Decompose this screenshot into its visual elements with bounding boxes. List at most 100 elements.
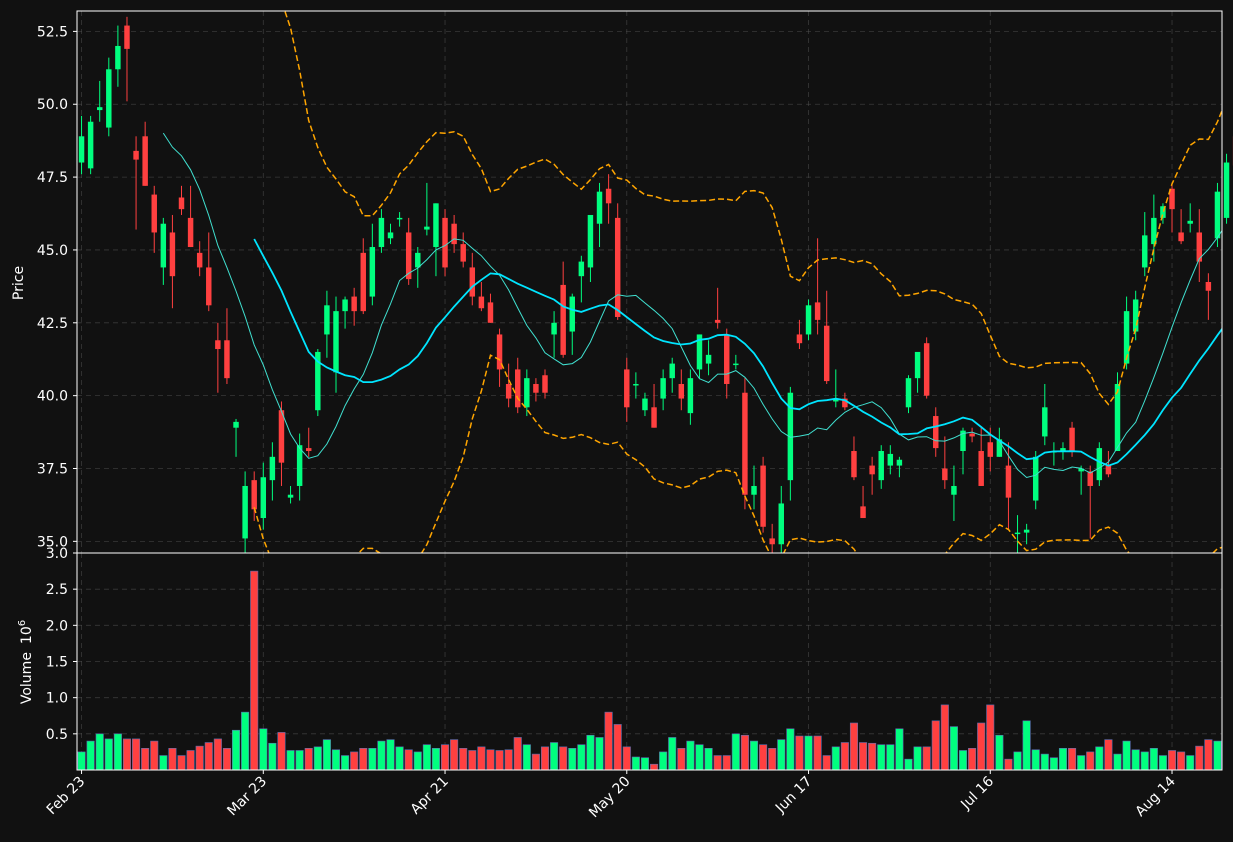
volume-bar bbox=[404, 749, 413, 771]
candle-body bbox=[733, 363, 739, 366]
candle-body bbox=[260, 477, 267, 519]
volume-bar bbox=[940, 704, 949, 771]
candle-body bbox=[760, 465, 766, 527]
candle-body bbox=[442, 217, 448, 268]
volume-bar bbox=[132, 738, 141, 771]
candle-body bbox=[287, 494, 294, 498]
candle-body bbox=[278, 410, 285, 463]
volume-bar bbox=[168, 747, 177, 771]
volume-bar bbox=[1104, 739, 1113, 771]
candle-body bbox=[578, 261, 585, 277]
volume-bar bbox=[531, 753, 540, 771]
volume-bar bbox=[122, 738, 132, 771]
candle-body bbox=[996, 439, 1003, 457]
lower-band-line bbox=[253, 354, 1222, 553]
volume-bar bbox=[922, 746, 931, 771]
candle-body bbox=[1169, 188, 1175, 210]
volume-bar bbox=[540, 746, 550, 771]
candle-body bbox=[742, 392, 748, 495]
volume-bar bbox=[522, 744, 531, 771]
overlay-lines bbox=[162, 11, 1222, 553]
volume-bar bbox=[431, 747, 440, 771]
volume-bar bbox=[1113, 753, 1122, 771]
volume-y-tick-label: 0.5 bbox=[46, 727, 68, 743]
candle-body bbox=[951, 485, 957, 495]
candle-body bbox=[805, 305, 812, 335]
volume-bar bbox=[459, 747, 468, 771]
candle-body bbox=[1196, 232, 1203, 262]
candle-body bbox=[242, 485, 248, 539]
candle-body bbox=[333, 311, 339, 373]
volume-bars bbox=[77, 570, 1222, 771]
candle-body bbox=[869, 465, 875, 475]
volume-bar bbox=[286, 750, 295, 771]
candle-body bbox=[96, 107, 103, 111]
candle-body bbox=[905, 378, 912, 408]
ma-fast-line bbox=[162, 132, 1222, 479]
volume-bar bbox=[1095, 746, 1104, 771]
volume-bar bbox=[477, 746, 486, 771]
candle-body bbox=[1142, 235, 1148, 268]
candle-body bbox=[833, 398, 839, 402]
volume-bar bbox=[422, 744, 431, 771]
volume-y-tick-label: 1.0 bbox=[46, 691, 68, 707]
volume-bar bbox=[386, 739, 395, 771]
candle-body bbox=[424, 226, 430, 230]
volume-bar bbox=[995, 734, 1004, 771]
candle-body bbox=[1096, 448, 1103, 481]
volume-bar bbox=[931, 720, 940, 771]
candle-body bbox=[151, 194, 157, 233]
candle-body bbox=[1160, 206, 1166, 218]
volume-bar bbox=[749, 740, 759, 771]
volume-axis-label: Volume 106 bbox=[17, 620, 35, 704]
candle-body bbox=[115, 45, 121, 70]
candle-body bbox=[369, 247, 376, 297]
candle-body bbox=[206, 267, 212, 306]
volume-bar bbox=[241, 711, 250, 771]
candle-body bbox=[605, 188, 612, 204]
volume-y-tick-label: 2.5 bbox=[46, 582, 68, 598]
candle-body bbox=[215, 340, 221, 350]
candle-body bbox=[1078, 468, 1084, 472]
candle-body bbox=[324, 305, 330, 335]
candle-body bbox=[396, 217, 403, 220]
volume-bar bbox=[759, 744, 768, 771]
volume-bar bbox=[977, 722, 986, 771]
candle-body bbox=[687, 378, 694, 414]
volume-bar bbox=[949, 726, 958, 771]
volume-bar bbox=[677, 747, 686, 771]
candle-body bbox=[78, 136, 85, 163]
price-y-tick-label: 35.0 bbox=[37, 534, 68, 550]
volume-bar bbox=[322, 739, 331, 771]
candle-body bbox=[705, 354, 712, 364]
candle-body bbox=[642, 398, 648, 411]
volume-bar bbox=[577, 744, 586, 771]
candle-body bbox=[714, 319, 721, 323]
candle-body bbox=[1032, 456, 1039, 501]
volume-bar bbox=[659, 751, 668, 771]
candle-body bbox=[524, 378, 530, 408]
volume-bar bbox=[150, 740, 159, 771]
candle-body bbox=[1069, 427, 1075, 452]
volume-bar bbox=[695, 744, 704, 771]
candle-body bbox=[851, 451, 857, 478]
volume-bar bbox=[295, 750, 304, 771]
volume-bar bbox=[550, 742, 559, 771]
volume-bar bbox=[468, 750, 477, 771]
candle-body bbox=[1014, 532, 1021, 535]
price-axis-label: Price bbox=[11, 266, 27, 300]
volume-bar bbox=[686, 740, 695, 771]
volume-bar bbox=[631, 756, 640, 771]
volume-bar bbox=[831, 746, 840, 771]
price-y-tick-label: 42.5 bbox=[37, 316, 68, 332]
volume-bar bbox=[886, 744, 895, 771]
volume-bar bbox=[368, 747, 377, 771]
candle-body bbox=[696, 334, 703, 370]
volume-bar bbox=[95, 733, 104, 771]
candle-body bbox=[569, 296, 575, 332]
volume-bar bbox=[268, 742, 277, 771]
volume-bar bbox=[650, 763, 659, 771]
volume-bar bbox=[495, 750, 504, 771]
candle-body bbox=[542, 375, 548, 393]
volume-bar bbox=[559, 746, 568, 771]
